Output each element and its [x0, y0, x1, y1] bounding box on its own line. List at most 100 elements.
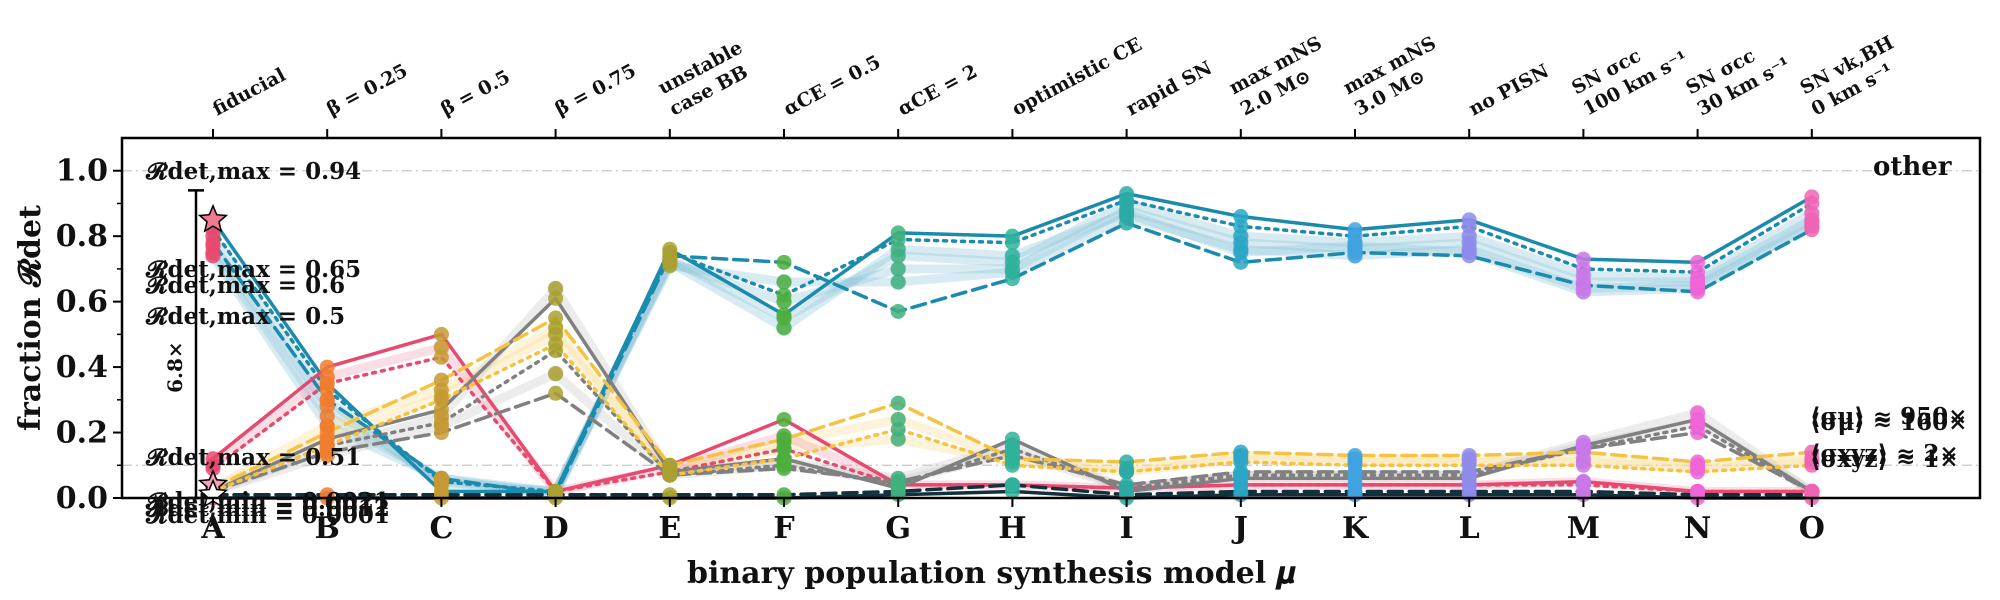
- data-point: [1004, 264, 1020, 280]
- data-point: [433, 389, 449, 405]
- data-point: [776, 457, 792, 473]
- annotation-min-0: 𝓡det,min = 0.0021: [145, 488, 390, 515]
- data-point: [319, 369, 335, 385]
- data-point: [1233, 477, 1249, 493]
- annotation-sigma-xyz-0: ⟨σxyz⟩ ≈ 2×: [1810, 440, 1959, 467]
- y-tick-label: 0.4: [56, 350, 108, 385]
- data-point: [1575, 454, 1591, 470]
- data-point: [890, 431, 906, 447]
- model-label: SN σcc100 km s⁻¹: [1568, 26, 1691, 121]
- x-tick-label: A: [200, 511, 225, 546]
- x-tick-label: L: [1459, 511, 1480, 546]
- y-axis-title: fraction 𝓡det: [13, 205, 48, 431]
- data-point: [548, 483, 564, 499]
- data-point: [890, 477, 906, 493]
- data-point: [1804, 483, 1820, 499]
- model-label: fiducial: [209, 64, 289, 121]
- annotation-min-1: 𝓡det,min = 0.0012: [145, 495, 390, 522]
- data-point: [890, 411, 906, 427]
- model-label: αCE = 0.5: [780, 51, 884, 120]
- data-point: [1690, 281, 1706, 297]
- data-point: [1575, 438, 1591, 454]
- x-tick-label: B: [315, 511, 340, 546]
- data-point: [1119, 464, 1135, 480]
- data-point: [1575, 474, 1591, 490]
- model-label: SN vk,BH0 km s⁻¹: [1797, 32, 1909, 121]
- label-layer: other binary population synthesis model …: [13, 152, 1967, 591]
- marker-layer: [205, 186, 1820, 506]
- x-tick-label: H: [998, 511, 1026, 546]
- data-point: [776, 411, 792, 427]
- model-label-line: rapid SN: [1123, 57, 1216, 120]
- y-tick-label: 1.0: [56, 154, 108, 189]
- data-point: [1690, 461, 1706, 477]
- star-marker: [197, 203, 229, 233]
- model-label: unstablecase BB: [655, 37, 758, 121]
- data-point: [890, 303, 906, 319]
- data-point: [433, 339, 449, 355]
- annotation-max-0: 𝓡det,max = 0.94: [145, 158, 361, 185]
- data-point: [1004, 444, 1020, 460]
- x-tick-label: G: [885, 511, 911, 546]
- data-point: [1004, 477, 1020, 493]
- x-tick-label: M: [1567, 511, 1600, 546]
- data-point: [1690, 415, 1706, 431]
- annotation-max-1: 𝓡det,max = 0.65: [145, 256, 361, 283]
- x-tick-label: K: [1342, 511, 1369, 546]
- y-tick-label: 0.8: [56, 219, 108, 254]
- data-point: [433, 470, 449, 486]
- model-label: max mNS3.0 M⊙: [1340, 32, 1451, 120]
- data-point: [1690, 483, 1706, 499]
- plot-frame: [120, 136, 1982, 500]
- range-bar: [188, 189, 204, 500]
- model-label: β = 0.5: [437, 66, 513, 121]
- model-label: no PISN: [1465, 60, 1552, 120]
- x-tick-label: F: [773, 511, 794, 546]
- annotation-sigma-mu-0: ⟨σμ⟩ ≈ 950×: [1810, 403, 1967, 430]
- data-point: [319, 447, 335, 463]
- data-point: [1004, 235, 1020, 251]
- model-label: SN σcc30 km s⁻¹: [1682, 32, 1794, 121]
- data-point: [1804, 454, 1820, 470]
- range-bar-label: 6.8×: [163, 341, 187, 393]
- x-tick-label: D: [543, 511, 569, 546]
- data-point: [1575, 284, 1591, 300]
- corner-label: other: [1873, 152, 1952, 182]
- data-point: [548, 326, 564, 342]
- data-point: [776, 274, 792, 290]
- data-point: [548, 385, 564, 401]
- x-axis-title: binary population synthesis model 𝝁: [687, 556, 1297, 591]
- model-label: max mNS2.0 M⊙: [1226, 32, 1337, 120]
- data-point: [1119, 205, 1135, 221]
- data-point: [776, 320, 792, 336]
- data-point: [890, 241, 906, 257]
- data-point: [1347, 477, 1363, 493]
- data-point: [205, 248, 221, 264]
- data-point: [662, 254, 678, 270]
- annotation-max-3: 𝓡det,max = 0.5: [145, 303, 345, 330]
- data-point: [890, 261, 906, 277]
- y-tick-label: 0.6: [56, 285, 108, 320]
- x-tick-label: I: [1120, 511, 1134, 546]
- y-tick-label: 0.0: [56, 481, 108, 516]
- model-label-line: β = 0.25: [323, 60, 411, 121]
- data-point: [1461, 245, 1477, 261]
- annotation-min-2: 𝓡det,min = 0.0001: [145, 502, 390, 529]
- data-point: [890, 395, 906, 411]
- annotation-max-2: 𝓡det,max = 0.6: [145, 272, 345, 299]
- data-point: [205, 457, 221, 473]
- data-point: [776, 441, 792, 457]
- data-point: [776, 294, 792, 310]
- star-layer: [197, 203, 229, 508]
- data-point: [662, 461, 678, 477]
- data-point: [1233, 245, 1249, 261]
- x-tick-label: E: [658, 511, 681, 546]
- annotation-sigma-mu-1: ⟨σμ⟩ ≈ 160×: [1810, 409, 1967, 436]
- data-point: [1461, 477, 1477, 493]
- data-point: [1233, 451, 1249, 467]
- data-point: [433, 418, 449, 434]
- data-point: [319, 418, 335, 434]
- data-point: [548, 281, 564, 297]
- data-point: [1347, 454, 1363, 470]
- model-label-line: no PISN: [1465, 60, 1552, 120]
